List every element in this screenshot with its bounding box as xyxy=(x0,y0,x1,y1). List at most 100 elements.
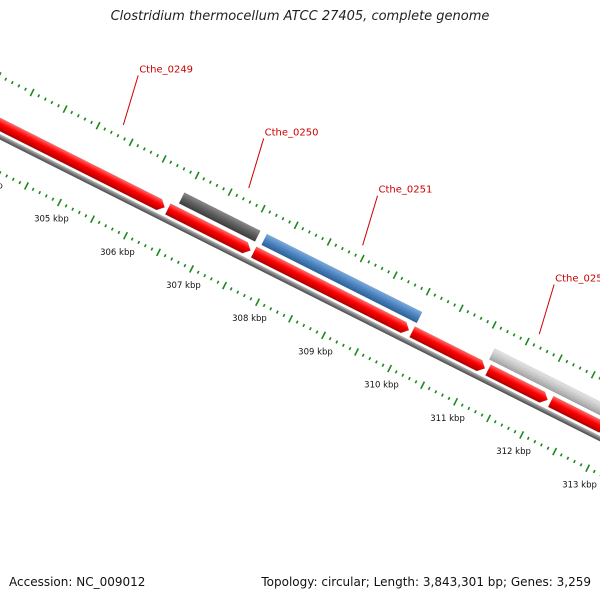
scale-label: 310 kbp xyxy=(364,381,399,391)
outer-minor-tick xyxy=(24,87,27,91)
inner-minor-tick xyxy=(361,353,365,357)
outer-minor-tick xyxy=(374,263,377,267)
outer-tick-track xyxy=(0,71,600,380)
cds-feature-arrow xyxy=(485,364,548,403)
outer-minor-tick xyxy=(433,293,437,297)
outer-major-tick xyxy=(491,321,497,329)
outer-minor-tick xyxy=(169,160,173,164)
gene-leader-line xyxy=(122,75,139,126)
outer-minor-tick xyxy=(545,349,549,354)
outer-minor-tick xyxy=(288,220,291,224)
outer-major-tick xyxy=(392,271,398,280)
inner-major-tick xyxy=(453,397,459,406)
scale-label: 312 kbp xyxy=(496,447,531,457)
scale-labels: 304 kbp 305 kbp 306 kbp 307 kbp 308 kbp 309 k… xyxy=(0,181,597,490)
outer-minor-tick xyxy=(142,147,146,151)
outer-minor-tick xyxy=(532,343,536,347)
scale-label: 313 kbp xyxy=(562,480,597,490)
cds-feature-arrow xyxy=(409,326,486,372)
inner-minor-tick xyxy=(533,439,537,444)
outer-minor-tick xyxy=(57,104,60,108)
inner-minor-tick xyxy=(203,273,207,278)
inner-minor-tick xyxy=(275,310,279,314)
inner-minor-tick xyxy=(170,257,174,261)
outer-major-tick xyxy=(425,287,431,296)
inner-minor-tick xyxy=(150,247,154,251)
outer-minor-tick xyxy=(539,346,542,350)
cds-feature-arrow xyxy=(0,110,165,211)
inner-minor-tick xyxy=(368,356,372,361)
outer-minor-tick xyxy=(420,286,424,291)
gene-feature-bar xyxy=(488,348,600,422)
outer-minor-tick xyxy=(10,80,14,85)
outer-minor-tick xyxy=(453,303,457,307)
outer-minor-tick xyxy=(248,200,252,204)
inner-minor-tick xyxy=(308,327,312,331)
inner-minor-tick xyxy=(394,370,398,374)
outer-minor-tick xyxy=(446,299,450,304)
outer-minor-tick xyxy=(512,333,516,337)
inner-major-tick xyxy=(585,464,591,473)
genome-summary-text: Topology: circular; Length: 3,843,301 bp… xyxy=(261,575,591,589)
outer-minor-tick xyxy=(149,150,153,154)
inner-minor-tick xyxy=(315,330,319,334)
outer-major-tick xyxy=(227,188,233,197)
outer-minor-tick xyxy=(37,94,41,98)
inner-minor-tick xyxy=(480,413,484,417)
inner-minor-tick xyxy=(117,230,121,235)
outer-minor-tick xyxy=(275,213,278,218)
accession-text: Accession: NC_009012 xyxy=(9,575,146,589)
inner-minor-tick xyxy=(546,446,550,450)
outer-minor-tick xyxy=(136,143,140,148)
inner-minor-tick xyxy=(38,190,42,195)
outer-major-tick xyxy=(524,337,530,346)
inner-minor-tick xyxy=(176,260,180,265)
inner-minor-tick xyxy=(540,443,543,447)
outer-minor-tick xyxy=(83,117,87,121)
outer-minor-tick xyxy=(367,260,371,264)
inner-minor-tick xyxy=(507,426,510,431)
inner-minor-tick xyxy=(163,253,167,258)
scale-label: 307 kbp xyxy=(166,281,201,291)
outer-minor-tick xyxy=(400,276,404,281)
inner-minor-tick xyxy=(341,343,345,348)
inner-minor-tick xyxy=(408,376,411,381)
outer-minor-tick xyxy=(585,369,589,374)
outer-minor-tick xyxy=(268,210,272,214)
outer-major-tick xyxy=(62,105,68,114)
outer-major-tick xyxy=(458,304,464,313)
outer-minor-tick xyxy=(70,110,74,115)
inner-minor-tick xyxy=(18,180,22,185)
outer-minor-tick xyxy=(578,366,582,370)
outer-minor-tick xyxy=(479,316,483,321)
outer-minor-tick xyxy=(321,236,324,241)
inner-feature-track xyxy=(0,110,600,433)
outer-minor-tick xyxy=(552,353,556,357)
inner-major-tick xyxy=(486,414,492,423)
gene-label: Cthe_0252 xyxy=(555,274,600,285)
scale-label: 306 kbp xyxy=(100,248,135,258)
inner-minor-tick xyxy=(335,340,339,344)
outer-minor-tick xyxy=(519,336,523,340)
inner-minor-tick xyxy=(236,290,240,294)
inner-major-tick xyxy=(321,331,327,340)
outer-minor-tick xyxy=(341,246,344,251)
inner-minor-tick xyxy=(242,293,246,298)
inner-minor-tick xyxy=(0,170,2,175)
inner-major-tick xyxy=(519,431,525,439)
inner-minor-tick xyxy=(579,463,583,467)
inner-minor-tick xyxy=(269,307,273,311)
outer-minor-tick xyxy=(4,77,8,81)
inner-minor-tick xyxy=(183,263,187,268)
outer-minor-tick xyxy=(235,193,239,198)
outer-minor-tick xyxy=(90,120,93,125)
outer-minor-tick xyxy=(347,250,351,254)
inner-minor-tick xyxy=(592,469,596,474)
outer-major-tick xyxy=(95,121,101,130)
inner-minor-tick xyxy=(526,436,530,440)
outer-minor-tick xyxy=(50,100,54,105)
gene-labels: Cthe_0249 Cthe_0250 Cthe_0251 Cthe_0252 xyxy=(139,64,600,284)
scale-label: 308 kbp xyxy=(232,314,267,324)
outer-minor-tick xyxy=(572,363,575,367)
gene-feature-bar xyxy=(178,192,261,242)
